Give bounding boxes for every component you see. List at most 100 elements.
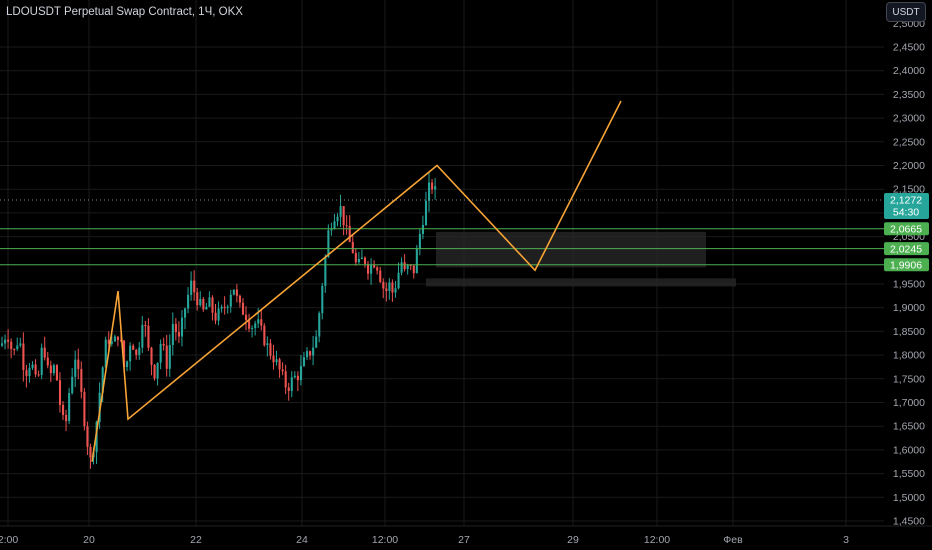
time-tick-label: 3 xyxy=(843,534,849,546)
candle xyxy=(144,320,147,337)
candle xyxy=(71,368,74,395)
time-tick-label: 2:00 xyxy=(0,534,18,546)
candle xyxy=(58,372,62,413)
candle xyxy=(415,245,418,274)
candle xyxy=(153,364,156,381)
level-price-value: 1,9906 xyxy=(890,260,922,272)
price-tick-label: 1,7000 xyxy=(893,397,925,409)
candle xyxy=(49,360,52,383)
candle xyxy=(290,371,293,398)
time-tick-label: 22 xyxy=(190,534,202,546)
candle xyxy=(208,291,211,308)
candle xyxy=(68,387,71,425)
candle xyxy=(184,307,187,330)
candle xyxy=(391,279,394,302)
horizontal-levels[interactable] xyxy=(0,228,884,266)
candle xyxy=(254,320,257,336)
candle xyxy=(312,335,315,366)
price-tick-label: 1,6500 xyxy=(893,421,925,433)
candle xyxy=(202,296,205,312)
candle xyxy=(248,313,251,333)
candle xyxy=(269,339,272,360)
price-tick-label: 1,4500 xyxy=(893,516,925,528)
candle xyxy=(147,318,150,351)
candle xyxy=(281,362,284,376)
price-tick-label: 2,2500 xyxy=(893,136,925,148)
candle xyxy=(193,270,196,301)
price-tick-label: 1,9500 xyxy=(893,279,925,291)
candle xyxy=(55,364,58,381)
candle xyxy=(229,289,232,313)
currency-button[interactable]: USDT xyxy=(886,2,926,22)
candle xyxy=(19,337,22,348)
candle xyxy=(241,298,245,316)
candle xyxy=(376,265,379,275)
candle xyxy=(132,343,135,350)
level-price-tag: 1,9906 xyxy=(884,258,929,272)
candle xyxy=(217,301,220,326)
candle xyxy=(272,344,275,370)
candle xyxy=(428,173,431,212)
candle xyxy=(150,346,153,376)
candle xyxy=(28,362,31,383)
candle xyxy=(25,364,28,388)
candle xyxy=(315,330,318,349)
price-zones xyxy=(426,231,736,287)
candle xyxy=(174,318,177,341)
level-price-tag: 2,0245 xyxy=(884,242,929,255)
candle xyxy=(394,280,397,298)
time-tick-label: 27 xyxy=(458,534,470,546)
candle xyxy=(385,282,388,302)
candle-countdown: 54:30 xyxy=(893,207,919,219)
candle xyxy=(65,409,68,431)
price-tick-label: 1,8500 xyxy=(893,326,925,338)
candle xyxy=(211,295,214,321)
candle xyxy=(190,271,193,301)
candle xyxy=(306,347,309,361)
candle xyxy=(1,336,4,347)
candle xyxy=(342,206,345,236)
candle xyxy=(235,284,238,303)
candle xyxy=(126,360,129,372)
candle xyxy=(260,309,263,331)
price-tick-label: 1,6000 xyxy=(893,444,925,456)
candle xyxy=(382,278,385,299)
grid-lines xyxy=(0,0,884,526)
time-tick-label: 12:00 xyxy=(372,534,398,546)
wave-drawing[interactable] xyxy=(91,100,622,462)
candle xyxy=(86,421,89,455)
candle xyxy=(196,287,199,311)
time-tick-label: 20 xyxy=(83,534,95,546)
candle xyxy=(434,177,437,200)
candle xyxy=(13,348,16,355)
candle xyxy=(83,388,86,431)
candle xyxy=(309,350,312,360)
candle xyxy=(284,364,287,395)
candle xyxy=(129,342,132,371)
candle xyxy=(187,287,190,314)
candle xyxy=(278,357,281,378)
candle xyxy=(37,370,40,377)
candle xyxy=(424,191,428,226)
candle xyxy=(40,343,43,380)
candle xyxy=(324,254,327,293)
candle xyxy=(226,304,229,314)
candle xyxy=(89,443,92,469)
time-axis[interactable]: 2:00 20 22 24 12:00 27 29 12:00 Фев 3 xyxy=(0,525,932,546)
candle xyxy=(223,296,226,315)
candle xyxy=(238,294,241,308)
candle xyxy=(214,303,217,325)
candle xyxy=(403,254,406,272)
candle xyxy=(168,334,171,377)
price-tick-label: 1,8000 xyxy=(893,350,925,362)
demand-zone xyxy=(436,231,706,268)
candle xyxy=(379,266,382,284)
price-tick-label: 2,1500 xyxy=(893,184,925,196)
candle xyxy=(327,224,330,258)
time-tick-label: 24 xyxy=(296,534,308,546)
candle xyxy=(351,234,354,254)
